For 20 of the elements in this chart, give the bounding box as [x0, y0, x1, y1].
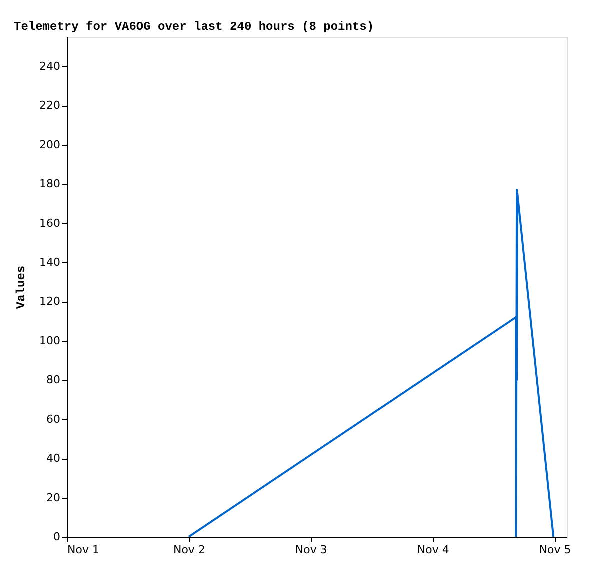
y-tick-label: 160	[40, 216, 60, 230]
y-tick-label: 180	[40, 178, 60, 191]
y-tick-label: 220	[40, 99, 60, 112]
y-tick-label: 40	[46, 452, 60, 466]
y-tick-label: 100	[40, 334, 60, 348]
y-tick-label: 60	[46, 412, 60, 426]
y-tick-label: 120	[40, 295, 60, 308]
y-tick-label: 140	[40, 256, 60, 269]
x-tick-label: Nov 3	[295, 544, 328, 556]
y-axis-title: Values	[14, 266, 29, 310]
x-tick-label: Nov 4	[417, 544, 450, 556]
y-tick-label: 240	[40, 60, 60, 73]
chart-title: Telemetry for VA6OG over last 240 hours (8 points)	[14, 20, 374, 34]
y-tick-label: 0	[54, 530, 60, 544]
x-tick-label: Nov 1	[68, 544, 100, 556]
y-tick-label: 80	[46, 374, 60, 387]
x-tick-label: Nov 2	[173, 544, 206, 556]
x-tick-label: Nov 5	[539, 544, 572, 556]
y-tick-label: 200	[40, 138, 60, 152]
y-tick-label: 20	[46, 491, 60, 504]
